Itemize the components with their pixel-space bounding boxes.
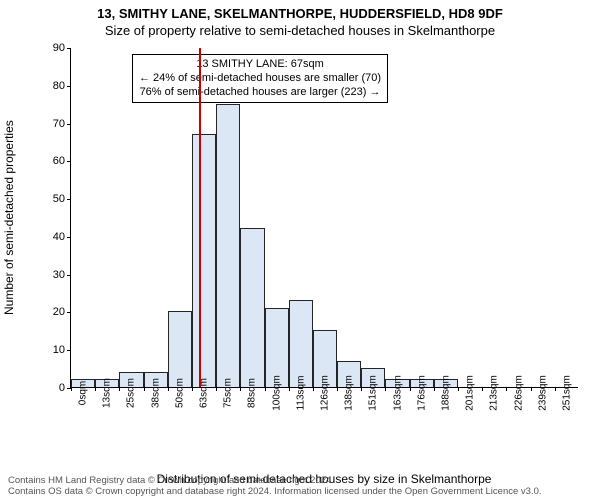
x-tick-label: 176sqm [416,375,427,411]
y-tick [67,199,71,200]
histogram-bar [192,134,216,387]
footer-line-2: Contains OS data © Crown copyright and d… [8,487,542,498]
annotation-box: 13 SMITHY LANE: 67sqm← 24% of semi-detac… [132,54,388,103]
y-tick [67,161,71,162]
y-axis-label: Number of semi-detached properties [2,48,14,388]
x-tick [95,387,96,391]
x-tick-label: 126sqm [320,375,331,411]
x-tick-label: 251sqm [561,375,572,411]
y-tick [67,275,71,276]
y-tick-label: 0 [59,382,65,394]
y-tick [67,312,71,313]
x-tick-label: 201sqm [465,375,476,411]
annotation-line: 76% of semi-detached houses are larger (… [139,86,381,100]
footer-attribution: Contains HM Land Registry data © Crown c… [8,476,542,498]
x-tick [482,387,483,391]
y-tick-label: 70 [53,118,65,130]
y-tick-label: 20 [53,306,65,318]
x-tick-label: 0sqm [78,381,89,405]
histogram-bar [240,228,264,387]
x-tick [458,387,459,391]
annotation-line: ← 24% of semi-detached houses are smalle… [139,72,381,86]
y-tick-label: 30 [53,269,65,281]
x-tick-label: 13sqm [102,378,113,408]
x-tick-label: 213sqm [489,375,500,411]
x-tick [240,387,241,391]
y-tick-label: 60 [53,155,65,167]
x-tick [434,387,435,391]
reference-line [199,48,201,387]
x-tick-label: 25sqm [126,378,137,408]
x-tick [385,387,386,391]
x-tick-label: 163sqm [392,375,403,411]
x-tick [531,387,532,391]
x-tick-label: 88sqm [247,378,258,408]
x-tick [337,387,338,391]
chart-title-block: 13, SMITHY LANE, SKELMANTHORPE, HUDDERSF… [0,0,600,40]
y-tick-label: 90 [53,42,65,54]
x-tick-label: 100sqm [271,375,282,411]
y-tick [67,48,71,49]
y-tick-label: 50 [53,193,65,205]
x-tick-label: 226sqm [513,375,524,411]
histogram-bar [289,300,313,387]
y-tick [67,350,71,351]
y-tick [67,237,71,238]
x-tick [144,387,145,391]
y-tick-label: 80 [53,80,65,92]
x-tick [506,387,507,391]
x-tick [555,387,556,391]
x-tick-label: 75sqm [223,378,234,408]
annotation-line: 13 SMITHY LANE: 67sqm [139,58,381,72]
chart-container: Number of semi-detached properties 13 SM… [48,48,578,428]
x-tick [289,387,290,391]
x-tick-label: 50sqm [174,378,185,408]
histogram-bar [216,104,240,387]
x-tick-label: 188sqm [440,375,451,411]
histogram-bar [168,311,192,387]
x-tick-label: 138sqm [344,375,355,411]
y-tick-label: 40 [53,231,65,243]
x-tick [71,387,72,391]
y-tick [67,124,71,125]
x-tick [265,387,266,391]
x-tick [192,387,193,391]
chart-subtitle: Size of property relative to semi-detach… [0,23,600,40]
x-tick [168,387,169,391]
plot-area: 13 SMITHY LANE: 67sqm← 24% of semi-detac… [70,48,578,388]
x-tick-label: 38sqm [150,378,161,408]
x-tick [313,387,314,391]
x-tick [361,387,362,391]
x-tick-label: 239sqm [537,375,548,411]
chart-title: 13, SMITHY LANE, SKELMANTHORPE, HUDDERSF… [0,6,600,23]
x-tick [216,387,217,391]
x-tick-label: 151sqm [368,375,379,411]
y-tick-label: 10 [53,344,65,356]
x-tick [119,387,120,391]
x-tick-label: 113sqm [295,376,306,411]
y-tick [67,86,71,87]
x-tick [410,387,411,391]
